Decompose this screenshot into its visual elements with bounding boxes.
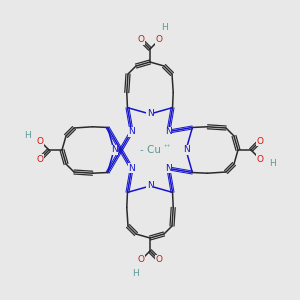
Text: O: O [137,256,145,265]
Text: N: N [183,146,189,154]
Text: N: N [128,127,135,136]
Text: H: H [160,22,167,32]
Text: O: O [256,154,263,164]
Text: H: H [133,268,140,278]
Text: O: O [155,35,163,44]
Text: O: O [37,136,44,146]
Text: O: O [37,154,44,164]
Text: N: N [111,146,117,154]
Text: N: N [147,110,153,118]
Text: N: N [128,164,135,173]
Text: ⁺⁺: ⁺⁺ [164,145,172,151]
Text: N: N [147,182,153,190]
Text: - Cu: - Cu [140,145,160,155]
Text: O: O [155,256,163,265]
Text: N: N [165,164,172,173]
Text: O: O [256,136,263,146]
Text: H: H [270,160,276,169]
Text: H: H [24,131,30,140]
Text: N: N [165,127,172,136]
Text: O: O [137,35,145,44]
